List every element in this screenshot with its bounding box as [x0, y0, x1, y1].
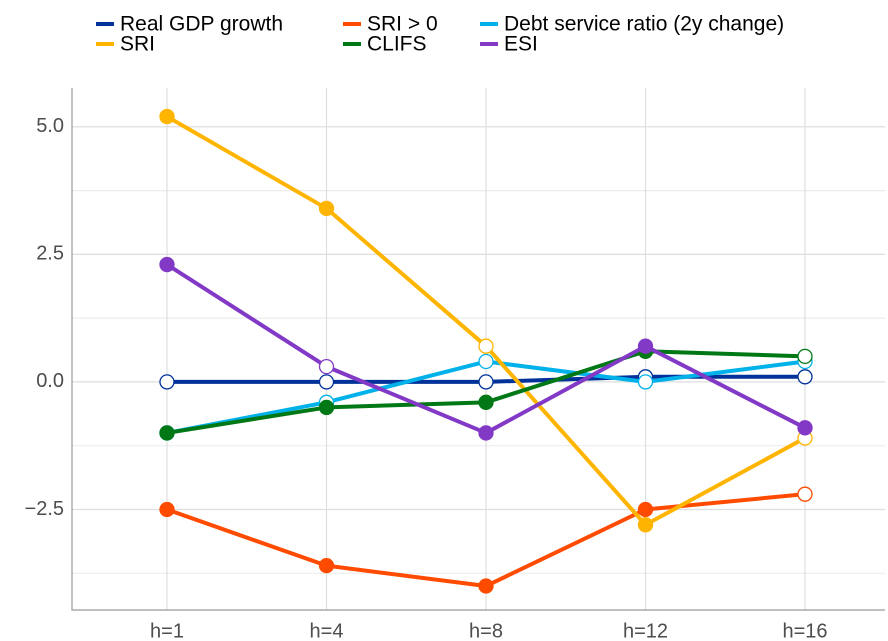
point — [318, 358, 335, 375]
legend-label: Real GDP growth — [120, 13, 283, 36]
legend-label: SRI — [120, 33, 155, 56]
point — [478, 374, 494, 390]
legend-label: Debt service ratio (2y change) — [504, 13, 784, 36]
point — [478, 338, 494, 354]
point — [159, 501, 175, 518]
axis-frame — [71, 88, 885, 611]
point — [159, 425, 175, 441]
point — [797, 369, 813, 385]
point — [797, 420, 813, 436]
legend-label: CLIFS — [367, 33, 427, 56]
y-tick-label: 5.0 — [36, 115, 64, 137]
x-tick-label: h=4 — [310, 620, 344, 641]
legend-label: ESI — [504, 33, 538, 56]
x-tick-label: h=1 — [150, 620, 184, 641]
point — [478, 425, 494, 441]
y-tick-label: 2.5 — [36, 243, 64, 265]
point — [637, 501, 654, 518]
legend-label: SRI > 0 — [367, 13, 438, 36]
point — [637, 374, 654, 390]
point — [318, 557, 335, 574]
x-tick-label: h=16 — [782, 620, 827, 641]
point — [478, 394, 494, 410]
point — [478, 578, 494, 594]
point — [637, 338, 654, 354]
point — [637, 517, 654, 533]
point — [159, 108, 175, 125]
point — [318, 399, 335, 416]
y-tick-label: 0.0 — [36, 370, 64, 392]
point — [797, 486, 813, 502]
point — [797, 348, 813, 365]
point — [478, 353, 494, 370]
y-tick-label: −2.5 — [25, 498, 64, 520]
x-tick-label: h=8 — [469, 620, 503, 641]
point — [159, 374, 175, 390]
point — [159, 256, 175, 273]
point — [318, 374, 335, 390]
point — [318, 200, 335, 217]
x-tick-label: h=12 — [623, 620, 668, 641]
